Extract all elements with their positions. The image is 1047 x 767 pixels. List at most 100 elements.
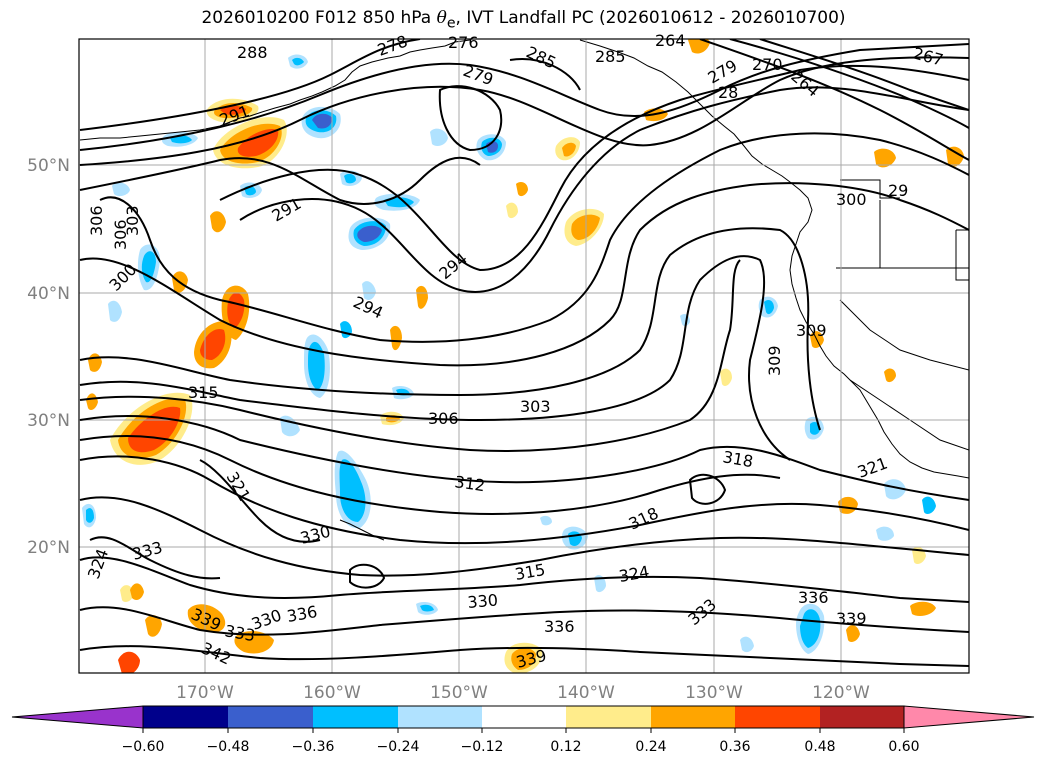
- contour-line: [79, 606, 969, 636]
- contour-line: [79, 455, 969, 545]
- positive-shading: [86, 39, 964, 673]
- contour-line: [349, 563, 386, 589]
- colorbar-tick-label: 0.48: [804, 739, 835, 755]
- theta-subscript: e: [446, 15, 456, 32]
- contour-label: 264: [655, 31, 686, 50]
- contour-line: [699, 39, 969, 161]
- contour-line: [79, 182, 969, 367]
- contour-label: 336: [544, 617, 575, 636]
- colorbar-tick-label: −0.24: [377, 739, 420, 755]
- theta-symbol: θ: [436, 8, 447, 28]
- contour-line: [509, 58, 581, 91]
- border-line: [840, 179, 900, 199]
- lat-label-30n: 30°N: [27, 411, 70, 431]
- contour-line: [79, 39, 421, 131]
- map-title: 2026010200 F012 850 hPa θe, IVT Landfall…: [0, 8, 1047, 31]
- contour-line: [219, 64, 969, 272]
- latitude-labels: 50°N 40°N 30°N 20°N: [27, 156, 70, 558]
- aleutian-coast: [79, 39, 471, 141]
- colorbar-segment: [228, 706, 313, 728]
- contour-line: [79, 556, 969, 603]
- contour-label: 309: [796, 321, 827, 340]
- colorbar-segment: [313, 706, 398, 728]
- contour-line: [438, 85, 503, 152]
- contour-line: [239, 86, 969, 293]
- contour-label: 276: [448, 33, 479, 52]
- colorbar-tick-label: −0.48: [207, 739, 250, 755]
- colorbar-tick-label: −0.36: [292, 739, 335, 755]
- contour-line: [79, 435, 781, 515]
- gridlines: [79, 39, 969, 673]
- contour-label: 306: [428, 409, 459, 428]
- contour-label: 306: [87, 205, 106, 236]
- colorbar-segment: [566, 706, 651, 728]
- lon-label-150w: 150°W: [430, 683, 488, 703]
- lat-label-40n: 40°N: [27, 284, 70, 304]
- contour-line: [79, 43, 969, 151]
- lon-label-120w: 120°W: [812, 683, 870, 703]
- contour-label: 303: [123, 205, 142, 236]
- colorbar-tick-label: −0.60: [122, 739, 165, 755]
- contour-line: [79, 255, 791, 461]
- contour-line: [79, 259, 741, 452]
- north-american-coast: [579, 39, 969, 479]
- contour-line: [79, 156, 481, 205]
- coastlines: [79, 39, 969, 541]
- colorbar-tick-label: 0.12: [550, 739, 581, 755]
- colorbar-tick-label: 0.24: [635, 739, 666, 755]
- title-prefix: 2026010200 F012 850 hPa: [201, 8, 437, 28]
- colorbar-tick-label: −0.12: [461, 739, 504, 755]
- contour-label: 303: [520, 397, 551, 416]
- colorbar-segment: [820, 706, 904, 728]
- contour-label: 312: [453, 472, 486, 495]
- colorbar-tick-label: 0.36: [719, 739, 750, 755]
- longitude-labels: 170°W 160°W 150°W 140°W 130°W 120°W: [176, 683, 870, 703]
- colorbar-outline: [142, 705, 905, 729]
- contour-line: [89, 536, 221, 580]
- contour-line: [79, 496, 969, 577]
- colorbar-segment: [398, 706, 482, 728]
- contour-label: 270: [752, 55, 783, 74]
- contour-line: [99, 132, 969, 343]
- contour-label: 300: [836, 190, 867, 209]
- contour-label: 336: [798, 588, 829, 607]
- lon-label-160w: 160°W: [303, 683, 361, 703]
- contour-line: [688, 473, 727, 505]
- contour-label: 306: [111, 219, 130, 250]
- colorbar: −0.60 −0.48 −0.36 −0.24 −0.12 0.12 0.24 …: [11, 705, 1035, 755]
- colorbar-tick-label: 0.60: [888, 739, 919, 755]
- theta-e-contours: [79, 39, 969, 667]
- contour-line: [79, 56, 969, 166]
- colorbar-segment: [651, 706, 735, 728]
- contour-line: [79, 227, 821, 431]
- colorbar-segment: [482, 706, 566, 728]
- title-suffix: , IVT Landfall PC (2026010612 - 20260107…: [455, 8, 846, 28]
- lon-label-140w: 140°W: [557, 683, 615, 703]
- lat-label-50n: 50°N: [27, 156, 70, 176]
- colorbar-min-extension: [11, 705, 144, 729]
- contour-label: 29: [888, 181, 908, 200]
- contour-label: 285: [595, 47, 626, 66]
- lon-label-130w: 130°W: [685, 683, 743, 703]
- state-border: [955, 229, 969, 281]
- contour-line: [759, 39, 969, 111]
- contour-label: 315: [188, 383, 219, 402]
- mexico-border: [839, 299, 969, 371]
- contour-label: 28: [718, 83, 738, 102]
- colorbar-ticks: [142, 728, 905, 733]
- colorbar-segment: [735, 706, 820, 728]
- contour-label: 339: [836, 609, 867, 628]
- contour-label: 309: [765, 345, 784, 376]
- lat-label-20n: 20°N: [27, 538, 70, 558]
- contour-line: [79, 415, 969, 501]
- contour-label: 288: [237, 43, 268, 62]
- map-frame: [78, 38, 970, 674]
- contour-line: [199, 459, 321, 543]
- colorbar-max-extension: [903, 705, 1035, 729]
- colorbar-segment: [143, 706, 228, 728]
- lon-label-170w: 170°W: [176, 683, 234, 703]
- contour-label: 330: [467, 590, 499, 612]
- contour-line: [79, 645, 969, 667]
- contour-line: [729, 39, 969, 129]
